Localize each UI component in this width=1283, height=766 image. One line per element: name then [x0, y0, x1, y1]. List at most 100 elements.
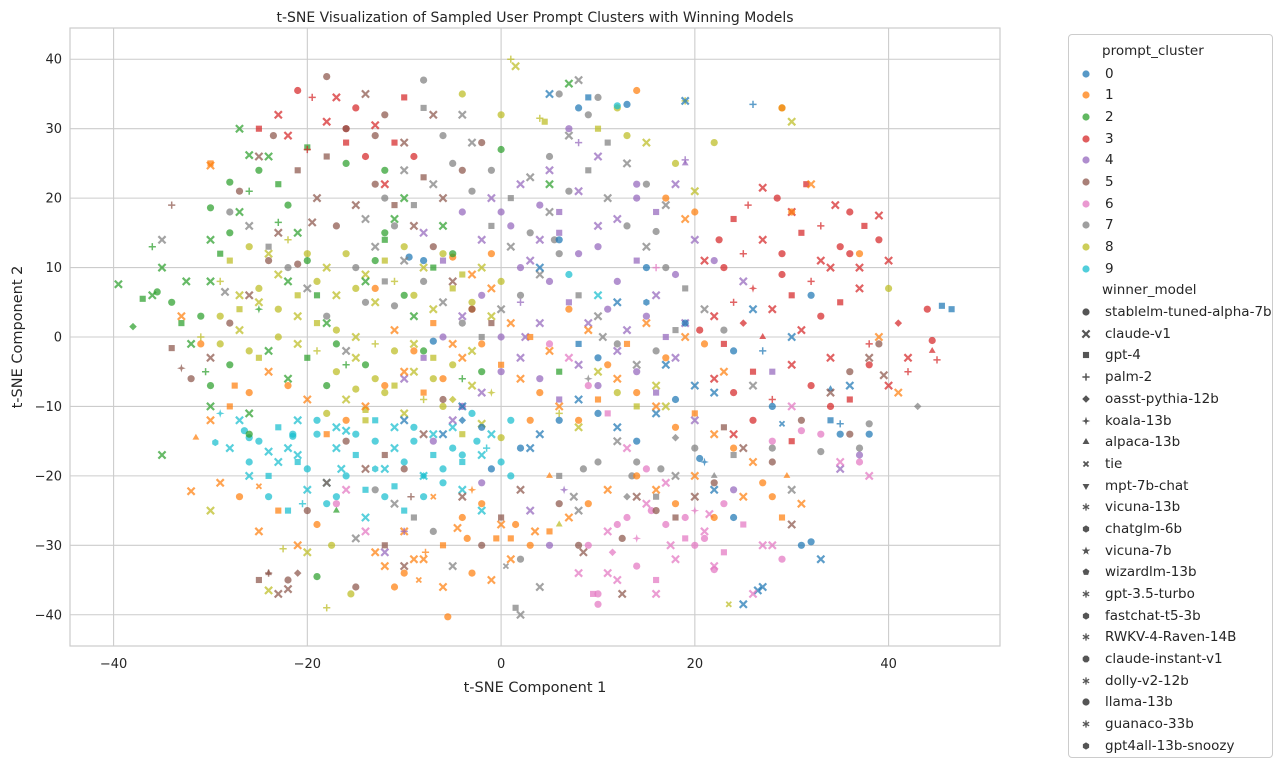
scatter-point — [283, 584, 293, 594]
scatter-point — [420, 389, 427, 396]
scatter-point — [729, 429, 738, 439]
scatter-point — [579, 465, 587, 473]
scatter-point — [438, 221, 448, 231]
scatter-point — [457, 492, 467, 502]
scatter-point — [362, 406, 369, 413]
scatter-point — [148, 243, 156, 251]
scatter-point — [308, 93, 316, 102]
scatter-point — [399, 415, 409, 425]
scatter-point — [477, 263, 487, 272]
scatter-point — [948, 306, 955, 313]
scatter-point — [594, 458, 602, 466]
scatter-point — [758, 235, 768, 245]
scatter-point — [255, 437, 263, 445]
scatter-point — [400, 243, 408, 251]
scatter-point — [420, 104, 427, 111]
scatter-point — [598, 332, 608, 342]
scatter-point — [302, 547, 312, 557]
scatter-point — [220, 287, 230, 297]
scatter-point — [467, 485, 477, 495]
scatter-point — [778, 420, 786, 427]
scatter-point — [682, 535, 689, 542]
plot-frame — [69, 27, 1001, 647]
scatter-point — [487, 465, 495, 473]
scatter-point — [928, 346, 936, 353]
scatter-point — [583, 325, 593, 335]
scatter-point — [623, 340, 631, 347]
legend-cluster-item: 8 — [1069, 236, 1272, 258]
scatter-point — [512, 604, 519, 611]
scatter-point — [583, 318, 593, 328]
scatter-point — [457, 353, 467, 363]
scatter-point — [449, 361, 457, 369]
scatter-point — [342, 125, 350, 133]
scatter-point — [390, 422, 399, 432]
scatter-point — [370, 297, 380, 307]
scatter-point — [622, 159, 632, 168]
scatter-point — [458, 90, 466, 98]
scatter-point — [875, 340, 883, 348]
scatter-point — [865, 430, 873, 438]
scatter-point — [197, 312, 205, 320]
scatter-point — [332, 506, 340, 513]
scatter-point — [768, 458, 776, 466]
scatter-point — [864, 353, 874, 363]
scatter-point — [371, 486, 379, 494]
scatter-point — [768, 395, 776, 404]
scatter-point — [226, 229, 234, 237]
scatter-point — [254, 527, 264, 536]
legend-label: claude-instant-v1 — [1105, 651, 1223, 668]
scatter-point — [409, 367, 419, 377]
scatter-point — [720, 264, 728, 272]
scatter-point — [381, 111, 389, 119]
legend-label: guanaco-33b — [1105, 716, 1194, 733]
scatter-point — [488, 320, 495, 327]
legend-marker — [1069, 457, 1103, 471]
scatter-point — [661, 200, 671, 210]
legend-model-item: gpt4all-13b-snoozy — [1069, 735, 1272, 757]
legend-model-item: llama-13b — [1069, 692, 1272, 714]
legend-label: 5 — [1105, 173, 1114, 190]
scatter-point — [748, 304, 758, 314]
scatter-point — [370, 242, 380, 252]
scatter-point — [633, 194, 641, 202]
scatter-point — [758, 582, 768, 592]
scatter-point — [157, 263, 167, 272]
scatter-point — [380, 464, 390, 474]
scatter-point — [336, 464, 346, 474]
scatter-point — [622, 443, 632, 453]
scatter-point — [516, 291, 525, 299]
scatter-point — [502, 562, 510, 570]
scatter-point — [556, 368, 563, 375]
scatter-point — [574, 506, 583, 515]
scatter-point — [264, 586, 273, 595]
x-tick-label: 20 — [687, 657, 704, 672]
scatter-point — [826, 353, 835, 363]
legend-label: mpt-7b-chat — [1105, 477, 1189, 494]
legend-label: wizardlm-13b — [1105, 564, 1197, 581]
scatter-point — [313, 320, 321, 327]
scatter-point — [275, 181, 282, 188]
scatter-point — [749, 368, 757, 375]
scatter-point — [399, 256, 409, 265]
scatter-point — [583, 374, 593, 384]
scatter-point — [206, 415, 215, 425]
scatter-point — [362, 486, 369, 493]
scatter-point — [642, 499, 651, 509]
legend-label: gpt-4 — [1105, 347, 1141, 364]
scatter-point — [535, 270, 545, 279]
scatter-point — [826, 388, 835, 397]
scatter-point — [332, 222, 340, 230]
scatter-point — [855, 263, 864, 272]
scatter-point — [312, 193, 322, 203]
scatter-point — [651, 485, 661, 495]
legend-model-item: chatglm-6b — [1069, 518, 1272, 540]
scatter-point — [381, 389, 389, 397]
scatter-point — [323, 409, 331, 417]
scatter-point — [633, 403, 640, 410]
scatter-point — [604, 361, 612, 369]
scatter-point — [836, 430, 844, 438]
scatter-point — [497, 368, 505, 376]
legend-marker — [1069, 435, 1103, 449]
scatter-point — [594, 396, 602, 403]
